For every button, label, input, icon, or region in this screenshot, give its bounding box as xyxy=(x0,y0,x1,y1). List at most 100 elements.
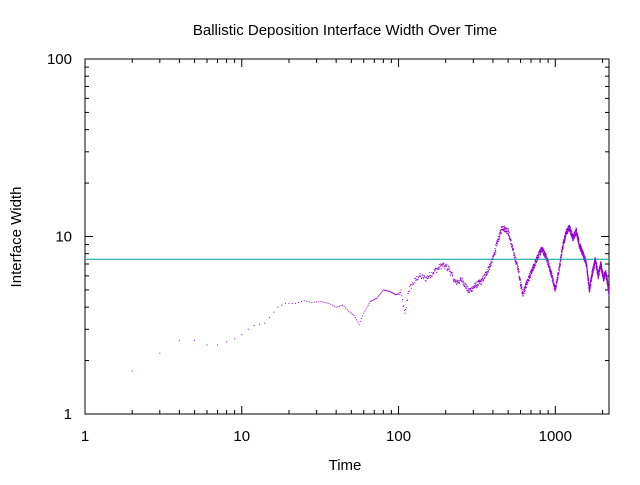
data-point xyxy=(593,265,595,267)
data-point xyxy=(433,268,435,270)
data-point xyxy=(608,287,610,289)
data-point xyxy=(316,301,318,303)
data-point xyxy=(586,264,588,266)
data-point xyxy=(391,292,393,294)
data-point xyxy=(241,334,243,336)
data-point xyxy=(541,248,543,250)
data-point xyxy=(435,267,437,269)
data-point xyxy=(507,233,509,235)
data-point xyxy=(519,277,521,279)
data-point xyxy=(541,249,543,251)
data-point xyxy=(467,286,469,288)
data-point xyxy=(574,232,576,234)
data-point xyxy=(465,286,467,288)
data-point xyxy=(606,280,608,282)
data-point xyxy=(568,227,570,229)
data-point xyxy=(494,247,496,249)
data-point xyxy=(322,301,324,303)
data-point xyxy=(308,301,310,303)
data-point xyxy=(575,231,577,233)
data-point xyxy=(550,270,552,272)
data-point xyxy=(582,250,584,252)
data-point xyxy=(560,251,562,253)
data-point xyxy=(486,274,488,276)
data-point xyxy=(540,248,542,250)
data-point xyxy=(206,344,208,346)
data-point xyxy=(475,282,477,284)
data-point xyxy=(365,308,367,310)
data-point xyxy=(602,273,604,275)
data-point xyxy=(492,254,494,256)
data-point xyxy=(475,287,477,289)
data-point xyxy=(370,300,372,302)
data-point xyxy=(547,260,549,262)
data-point xyxy=(500,230,502,232)
data-point xyxy=(353,314,355,316)
data-point xyxy=(599,270,601,272)
data-point xyxy=(564,240,566,242)
data-point xyxy=(515,257,517,259)
data-point xyxy=(439,266,441,268)
data-point xyxy=(557,275,559,277)
data-point xyxy=(550,271,552,273)
data-point xyxy=(603,276,605,278)
data-point xyxy=(441,263,443,265)
data-point xyxy=(518,276,520,278)
data-point xyxy=(398,293,400,295)
data-point xyxy=(587,275,589,277)
data-point xyxy=(561,249,563,251)
data-point xyxy=(554,285,556,287)
data-point xyxy=(413,282,415,284)
data-point xyxy=(422,278,424,280)
data-point xyxy=(277,306,279,308)
data-point xyxy=(455,280,457,282)
data-point xyxy=(487,271,489,273)
data-point xyxy=(383,289,385,291)
data-point xyxy=(545,253,547,255)
data-point xyxy=(536,260,538,262)
data-point xyxy=(483,279,485,281)
data-point xyxy=(504,231,506,233)
data-point xyxy=(595,262,597,264)
data-point xyxy=(449,270,451,272)
data-point xyxy=(600,266,602,268)
data-point xyxy=(526,280,528,282)
data-point xyxy=(326,302,328,304)
data-point xyxy=(337,306,339,308)
data-point xyxy=(508,235,510,237)
data-point xyxy=(597,269,599,271)
data-point xyxy=(459,278,461,280)
data-point xyxy=(438,264,440,266)
data-point xyxy=(592,271,594,273)
data-point xyxy=(436,268,438,270)
data-point xyxy=(558,272,560,274)
data-point xyxy=(561,252,563,254)
data-point xyxy=(569,230,571,232)
data-point xyxy=(429,272,431,274)
data-point xyxy=(539,250,541,252)
data-point xyxy=(420,274,422,276)
data-point xyxy=(567,231,569,233)
data-point xyxy=(481,278,483,280)
data-point xyxy=(570,229,572,231)
data-point xyxy=(499,232,501,234)
data-point xyxy=(284,302,286,304)
data-point xyxy=(494,253,496,255)
data-point xyxy=(507,228,509,230)
data-point xyxy=(581,248,583,250)
data-point xyxy=(589,282,591,284)
data-point xyxy=(593,262,595,264)
data-point xyxy=(531,270,533,272)
data-point xyxy=(417,277,419,279)
data-point xyxy=(487,269,489,271)
data-point xyxy=(475,285,477,287)
data-point xyxy=(461,281,463,283)
data-point xyxy=(456,280,458,282)
data-point xyxy=(588,281,590,283)
data-point xyxy=(519,279,521,281)
data-point xyxy=(516,262,518,264)
data-point xyxy=(569,228,571,230)
data-point xyxy=(405,308,407,310)
data-point xyxy=(489,265,491,267)
data-point xyxy=(576,231,578,233)
